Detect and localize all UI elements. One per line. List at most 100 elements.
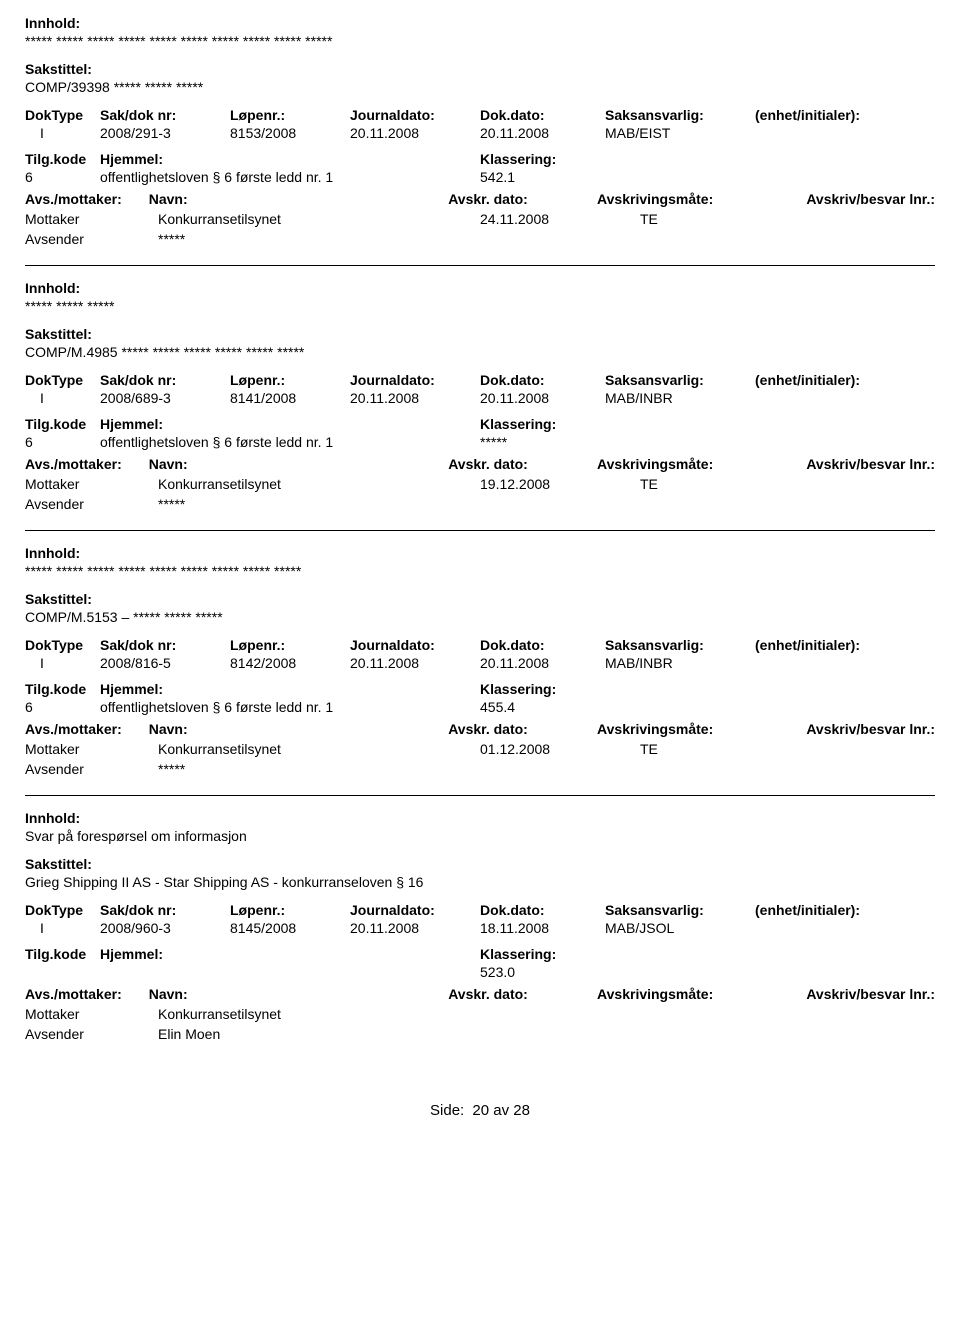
- meta-table: DokTypeI Sak/dok nr:2008/291-3 Løpenr.:8…: [25, 107, 935, 141]
- journaldato-value: 20.11.2008: [350, 125, 480, 141]
- lopenr-header: Løpenr.:: [230, 902, 350, 918]
- innhold-label: Innhold:: [25, 280, 935, 296]
- sakdok-value: 2008/960-3: [100, 920, 230, 936]
- sakstittel-value: Grieg Shipping II AS - Star Shipping AS …: [25, 874, 935, 890]
- avskrdato-header: Avskr. dato:: [448, 191, 597, 207]
- journaldato-header: Journaldato:: [350, 372, 480, 388]
- dokdato-value: 20.11.2008: [480, 390, 605, 406]
- sakdok-header: Sak/dok nr:: [100, 902, 230, 918]
- sakdok-value: 2008/816-5: [100, 655, 230, 671]
- mottaker-navn: Konkurransetilsynet: [158, 211, 480, 227]
- navn-header: Navn:: [149, 986, 449, 1002]
- avs-header-row: Avs./mottaker: Navn: Avskr. dato: Avskri…: [25, 456, 935, 472]
- avsender-navn: Elin Moen: [158, 1026, 480, 1042]
- avskrivlnr-header: Avskriv/besvar lnr.:: [806, 456, 935, 472]
- avsender-navn: *****: [158, 496, 480, 512]
- sakstittel-label: Sakstittel:: [25, 856, 935, 872]
- journaldato-header: Journaldato:: [350, 637, 480, 653]
- sakstittel-label: Sakstittel:: [25, 591, 935, 607]
- doktype-header: DokType: [25, 372, 100, 388]
- klassering-header: Klassering:: [480, 946, 935, 962]
- dokdato-value: 20.11.2008: [480, 125, 605, 141]
- navn-header: Navn:: [149, 721, 449, 737]
- meta-table: DokTypeI Sak/dok nr:2008/689-3 Løpenr.:8…: [25, 372, 935, 406]
- mottaker-lnr: [865, 476, 935, 492]
- avskrdato-header: Avskr. dato:: [448, 721, 597, 737]
- sakdok-header: Sak/dok nr:: [100, 372, 230, 388]
- saksansvarlig-header: Saksansvarlig:: [605, 902, 755, 918]
- journaldato-value: 20.11.2008: [350, 920, 480, 936]
- saksansvarlig-value: MAB/INBR: [605, 655, 755, 671]
- mottaker-label: Mottaker: [25, 1006, 158, 1022]
- doktype-header: DokType: [25, 902, 100, 918]
- avskrdato-header: Avskr. dato:: [448, 456, 597, 472]
- sakdok-value: 2008/291-3: [100, 125, 230, 141]
- innhold-label: Innhold:: [25, 545, 935, 561]
- mottaker-mate: TE: [640, 476, 865, 492]
- saksansvarlig-value: MAB/EIST: [605, 125, 755, 141]
- klassering-value: *****: [480, 434, 935, 450]
- lopenr-value: 8142/2008: [230, 655, 350, 671]
- doktype-value: I: [25, 655, 100, 671]
- innhold-value: ***** ***** *****: [25, 298, 935, 314]
- klassering-value: 542.1: [480, 169, 935, 185]
- tilgkode-value: 6: [25, 699, 100, 715]
- record-separator: [25, 530, 935, 531]
- avsender-row: Avsender *****: [25, 761, 935, 777]
- avskrivmate-header: Avskrivingsmåte:: [597, 191, 806, 207]
- avs-header-row: Avs./mottaker: Navn: Avskr. dato: Avskri…: [25, 721, 935, 737]
- klassering-header: Klassering:: [480, 416, 935, 432]
- hjemmel-value: offentlighetsloven § 6 første ledd nr. 1: [100, 169, 333, 185]
- tilgkode-row: Tilg.kodeHjemmel: 6offentlighetsloven § …: [25, 151, 935, 185]
- lopenr-value: 8145/2008: [230, 920, 350, 936]
- mottaker-row: Mottaker Konkurransetilsynet 01.12.2008 …: [25, 741, 935, 757]
- avsender-label: Avsender: [25, 231, 158, 247]
- sakstittel-value: COMP/M.4985 ***** ***** ***** ***** ****…: [25, 344, 935, 360]
- enhet-header: (enhet/initialer):: [755, 372, 935, 388]
- footer-current-page: 20: [472, 1102, 489, 1119]
- dokdato-header: Dok.dato:: [480, 902, 605, 918]
- journal-record: Innhold: Svar på forespørsel om informas…: [25, 810, 935, 1042]
- innhold-value: Svar på forespørsel om informasjon: [25, 828, 935, 844]
- hjemmel-header: Hjemmel:: [100, 416, 163, 432]
- enhet-header: (enhet/initialer):: [755, 107, 935, 123]
- tilgkode-row: Tilg.kodeHjemmel: 6offentlighetsloven § …: [25, 416, 935, 450]
- record-separator: [25, 265, 935, 266]
- avsender-row: Avsender Elin Moen: [25, 1026, 935, 1042]
- doktype-value: I: [25, 390, 100, 406]
- journal-record: Innhold: ***** ***** ***** ***** ***** *…: [25, 15, 935, 247]
- klassering-value: 523.0: [480, 964, 935, 980]
- journal-record: Innhold: ***** ***** ***** ***** ***** *…: [25, 545, 935, 777]
- avs-header-row: Avs./mottaker: Navn: Avskr. dato: Avskri…: [25, 191, 935, 207]
- saksansvarlig-value: MAB/JSOL: [605, 920, 755, 936]
- tilgkode-header: Tilg.kode: [25, 416, 100, 432]
- sakdok-header: Sak/dok nr:: [100, 637, 230, 653]
- navn-header: Navn:: [149, 456, 449, 472]
- avskrivlnr-header: Avskriv/besvar lnr.:: [806, 986, 935, 1002]
- meta-table: DokTypeI Sak/dok nr:2008/960-3 Løpenr.:8…: [25, 902, 935, 936]
- innhold-value: ***** ***** ***** ***** ***** ***** ****…: [25, 563, 935, 579]
- mottaker-mate: TE: [640, 741, 865, 757]
- innhold-label: Innhold:: [25, 810, 935, 826]
- mottaker-row: Mottaker Konkurransetilsynet: [25, 1006, 935, 1022]
- navn-header: Navn:: [149, 191, 449, 207]
- mottaker-dato: 01.12.2008: [480, 741, 640, 757]
- mottaker-dato: 19.12.2008: [480, 476, 640, 492]
- enhet-header: (enhet/initialer):: [755, 902, 935, 918]
- mottaker-row: Mottaker Konkurransetilsynet 19.12.2008 …: [25, 476, 935, 492]
- sakstittel-label: Sakstittel:: [25, 326, 935, 342]
- lopenr-value: 8141/2008: [230, 390, 350, 406]
- avskrivmate-header: Avskrivingsmåte:: [597, 986, 806, 1002]
- avsender-label: Avsender: [25, 1026, 158, 1042]
- avsender-row: Avsender *****: [25, 231, 935, 247]
- innhold-label: Innhold:: [25, 15, 935, 31]
- mottaker-label: Mottaker: [25, 741, 158, 757]
- mottaker-label: Mottaker: [25, 476, 158, 492]
- avsmottaker-header: Avs./mottaker:: [25, 721, 149, 737]
- hjemmel-value: offentlighetsloven § 6 første ledd nr. 1: [100, 434, 333, 450]
- avs-header-row: Avs./mottaker: Navn: Avskr. dato: Avskri…: [25, 986, 935, 1002]
- tilgkode-value: 6: [25, 434, 100, 450]
- lopenr-header: Løpenr.:: [230, 107, 350, 123]
- mottaker-navn: Konkurransetilsynet: [158, 1006, 480, 1022]
- hjemmel-header: Hjemmel:: [100, 151, 163, 167]
